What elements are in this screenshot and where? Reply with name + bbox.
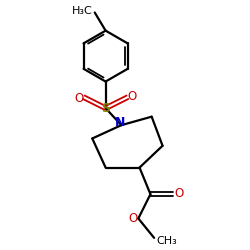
Text: S: S	[101, 102, 110, 115]
Text: O: O	[174, 186, 184, 200]
Text: H₃C: H₃C	[72, 6, 92, 16]
Text: O: O	[129, 212, 138, 225]
Text: N: N	[115, 116, 125, 129]
Text: O: O	[75, 92, 84, 105]
Text: O: O	[127, 90, 136, 102]
Text: CH₃: CH₃	[156, 236, 177, 246]
